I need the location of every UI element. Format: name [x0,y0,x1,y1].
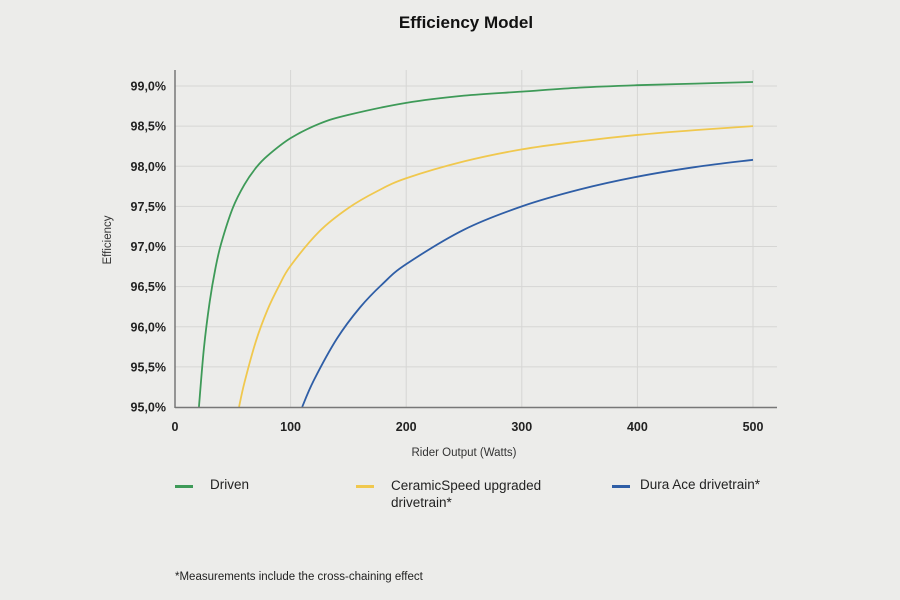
series-line-2 [301,158,754,408]
legend-label-dura-ace: Dura Ace drivetrain* [640,477,761,492]
y-tick-label: 97,5% [131,200,166,214]
x-tick-label: 500 [743,420,764,434]
x-axis-label: Rider Output (Watts) [411,447,516,459]
grid [175,70,777,407]
footnote: *Measurements include the cross-chaining… [175,571,423,583]
y-axis-label: Efficiency [102,215,114,264]
x-tick-label: 200 [396,420,417,434]
y-tick-label: 98,5% [131,120,166,134]
chart-title: Efficiency Model [399,13,533,32]
legend-swatch-driven [175,485,193,488]
series-line-0 [198,81,754,408]
series-line-1 [238,125,754,408]
y-tick-label: 96,0% [131,320,166,334]
legend-item-driven: Driven [175,477,249,492]
x-tick-label: 300 [511,420,532,434]
x-tick-label: 100 [280,420,301,434]
y-tick-label: 98,0% [131,160,166,174]
y-tick-label: 95,5% [131,360,166,374]
series-lines [198,81,754,408]
x-tick-label: 0 [172,420,179,434]
legend-swatch-dura-ace [612,485,630,488]
y-tick-label: 99,0% [131,80,166,94]
x-tick-label: 400 [627,420,648,434]
legend-label-ceramicspeed: CeramicSpeed upgraded drivetrain* [391,478,542,510]
legend-item-ceramicspeed: CeramicSpeed upgraded drivetrain* [356,477,571,511]
legend-label-driven: Driven [210,477,250,492]
tick-labels: 95,0% 95,5% 96,0% 96,5% 97,0% 97,5% 98,0% 98,5%… [131,80,764,435]
legend-item-dura-ace: Dura Ace drivetrain* [612,477,760,492]
y-tick-label: 97,0% [131,240,166,254]
y-tick-label: 95,0% [131,401,166,415]
y-tick-label: 96,5% [131,280,166,294]
legend-swatch-ceramicspeed [356,485,374,488]
